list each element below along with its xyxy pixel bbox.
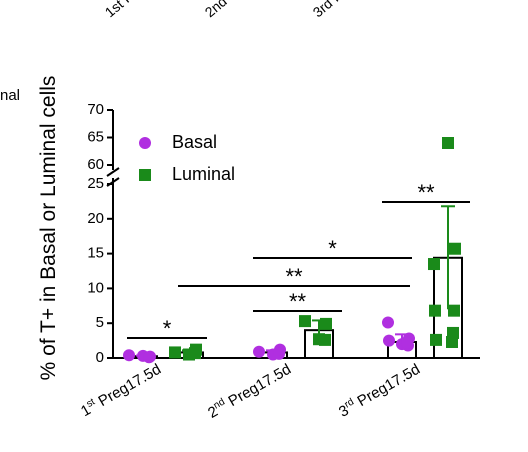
data-point: [319, 333, 331, 346]
data-point: [448, 304, 460, 317]
category-label: Preg17.5d: [222, 361, 294, 412]
significance-label: **: [289, 289, 307, 314]
x-tick-label: 1st Preg17.5d: [77, 360, 164, 420]
data-point: [401, 336, 413, 349]
data-point: [430, 333, 442, 346]
significance-label: **: [417, 180, 435, 205]
x-tick-label: 2nd Preg17.5d: [205, 360, 294, 422]
data-point: [320, 317, 332, 330]
data-point: [273, 347, 285, 360]
y-tick-label: 10: [87, 279, 104, 296]
y-tick-label: 15: [87, 245, 104, 262]
legend-marker: [139, 169, 151, 181]
category-label: Preg17.5d: [351, 361, 423, 412]
data-point: [447, 326, 459, 339]
y-tick-label: 60: [87, 156, 104, 173]
cropped-label: 2nd P: [202, 0, 240, 20]
category-label: Preg17.5d: [92, 361, 164, 412]
y-tick-label: 70: [87, 101, 104, 118]
data-point: [169, 346, 181, 359]
y-tick-label: 20: [87, 210, 104, 227]
cropped-label: 3rd P: [310, 0, 346, 20]
data-point: [189, 347, 201, 360]
data-point: [429, 304, 441, 317]
data-point: [442, 137, 454, 149]
data-point: [446, 335, 458, 348]
legend-marker: [139, 137, 151, 149]
data-point: [382, 316, 394, 329]
y-axis-label: % of T+ in Basal or Luminal cells: [37, 76, 60, 381]
y-tick-label: 65: [87, 128, 104, 145]
y-tick-label: 5: [96, 314, 104, 331]
y-tick-label: 0: [96, 349, 104, 366]
cropped-label: 1st P: [102, 0, 137, 20]
axis-break: [106, 167, 120, 177]
category-suffix: nd: [212, 397, 227, 412]
data-point: [299, 315, 311, 328]
legend-label: Basal: [172, 132, 217, 152]
data-point: [449, 242, 461, 255]
data-point: [253, 345, 265, 358]
x-tick-label: 3rd Preg17.5d: [336, 360, 423, 421]
significance-label: *: [163, 316, 172, 341]
significance-label: *: [328, 236, 337, 261]
data-point: [428, 258, 440, 271]
significance-label: **: [285, 264, 303, 289]
data-point: [123, 349, 135, 362]
cropped-label: nal: [0, 87, 20, 104]
data-point: [383, 334, 395, 347]
data-point: [143, 351, 155, 364]
legend-label: Luminal: [172, 164, 235, 184]
y-tick-label: 25: [87, 175, 104, 192]
